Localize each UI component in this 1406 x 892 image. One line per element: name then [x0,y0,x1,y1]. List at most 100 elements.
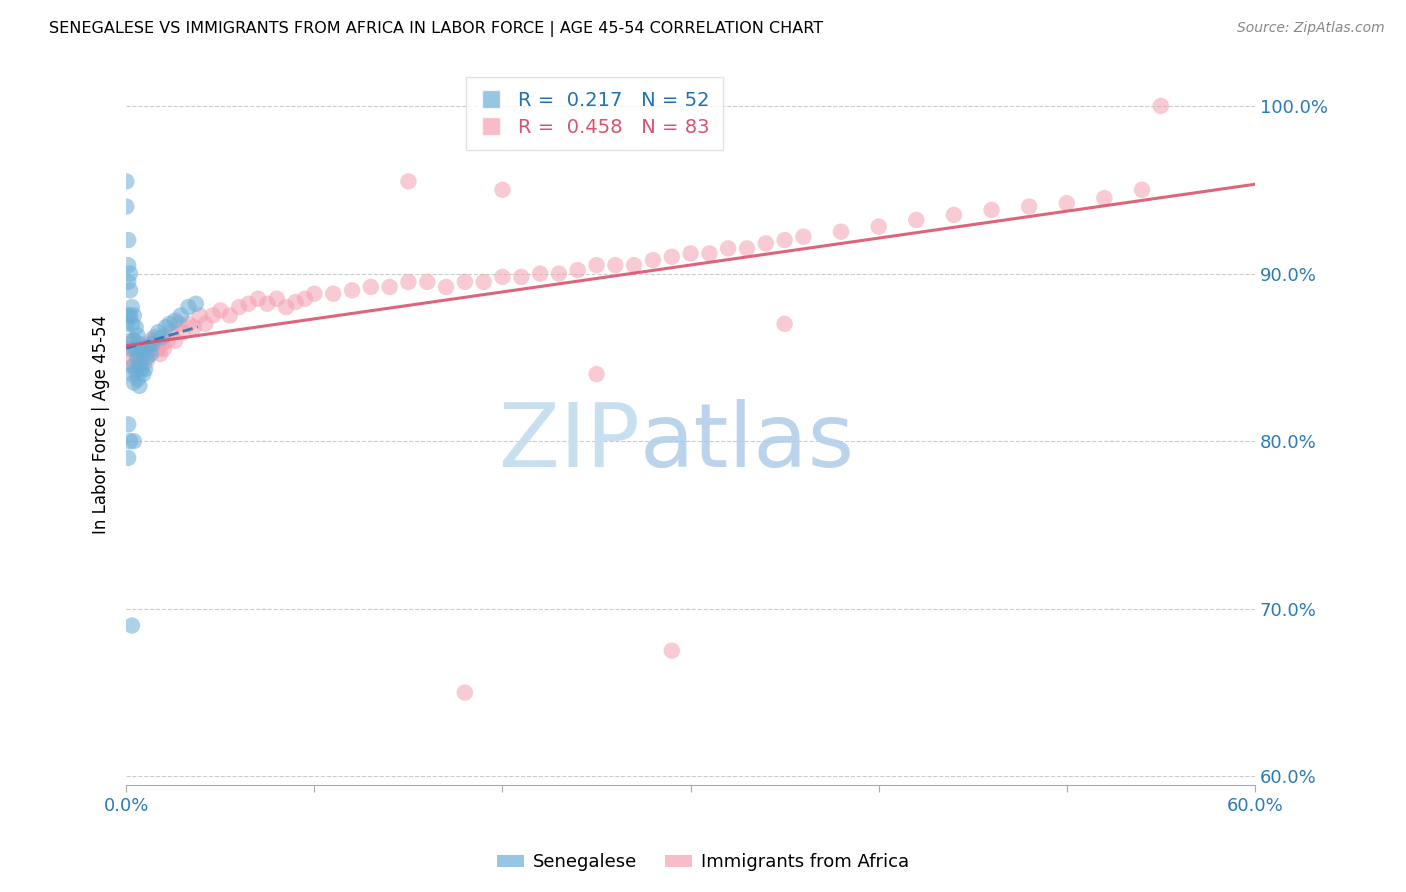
Point [177,317,200,331]
Point [143,330,166,344]
Point [127,351,149,365]
Point [120,351,142,365]
Point [117,342,139,356]
Point [322,286,344,301]
Point [434,280,457,294]
Point [155,320,177,334]
Point [623,258,645,272]
Point [131,342,153,356]
Point [136,351,159,365]
Point [125,342,148,356]
Point [139,334,162,348]
Point [148,342,170,356]
Point [755,236,778,251]
Point [115,174,138,188]
Point [378,280,401,294]
Point [122,434,145,449]
Point [142,342,165,356]
Point [276,300,298,314]
Point [122,334,145,348]
Point [209,303,232,318]
Point [238,297,260,311]
Point [139,347,162,361]
Point [136,353,159,368]
Point [160,325,183,339]
Y-axis label: In Labor Force | Age 45-54: In Labor Force | Age 45-54 [93,315,110,534]
Point [122,309,145,323]
Point [284,295,307,310]
Point [585,258,607,272]
Point [360,280,382,294]
Point [120,267,142,281]
Point [131,359,153,373]
Point [132,347,155,361]
Point [172,325,194,339]
Point [117,233,139,247]
Point [121,342,143,356]
Point [125,364,148,378]
Point [194,317,217,331]
Point [150,330,173,344]
Point [266,292,288,306]
Point [548,267,571,281]
Point [905,213,928,227]
Point [138,342,160,356]
Point [121,359,143,373]
Point [125,320,148,334]
Point [529,267,551,281]
Point [132,367,155,381]
Point [304,286,326,301]
Point [128,353,150,368]
Point [159,317,181,331]
Text: SENEGALESE VS IMMIGRANTS FROM AFRICA IN LABOR FORCE | AGE 45-54 CORRELATION CHAR: SENEGALESE VS IMMIGRANTS FROM AFRICA IN … [49,21,824,37]
Point [149,347,172,361]
Point [122,376,145,390]
Point [1056,196,1078,211]
Point [218,309,240,323]
Point [398,275,420,289]
Point [165,313,187,327]
Point [1130,183,1153,197]
Point [1150,99,1173,113]
Point [641,253,664,268]
Point [138,338,160,352]
Point [510,269,533,284]
Point [127,328,149,343]
Point [156,334,179,348]
Point [201,309,224,323]
Point [398,174,420,188]
Point [188,309,211,323]
Point [792,229,814,244]
Point [868,219,890,234]
Point [120,309,142,323]
Point [735,242,758,256]
Point [454,685,477,699]
Point [121,367,143,381]
Point [228,300,250,314]
Point [117,275,139,289]
Point [340,283,363,297]
Point [942,208,965,222]
Point [661,250,683,264]
Text: ZIP: ZIP [499,399,640,486]
Point [121,618,143,632]
Point [773,317,796,331]
Point [117,417,139,432]
Point [491,269,513,284]
Point [679,246,702,260]
Point [170,309,193,323]
Point [717,242,740,256]
Point [1092,191,1115,205]
Point [134,362,156,376]
Point [128,379,150,393]
Point [167,317,190,331]
Legend: R =  0.217   N = 52, R =  0.458   N = 83: R = 0.217 N = 52, R = 0.458 N = 83 [465,78,724,151]
Point [127,372,149,386]
Point [1018,200,1040,214]
Point [121,300,143,314]
Point [115,317,138,331]
Point [148,325,170,339]
Point [128,359,150,373]
Point [256,297,278,311]
Point [184,297,207,311]
